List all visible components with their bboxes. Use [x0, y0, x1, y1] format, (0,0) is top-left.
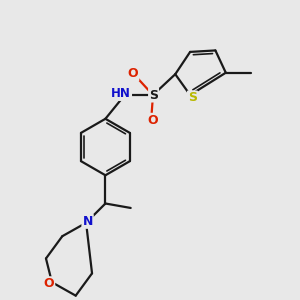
Text: N: N	[82, 215, 93, 228]
Text: O: O	[44, 277, 54, 290]
Text: O: O	[148, 114, 158, 127]
Text: S: S	[188, 92, 197, 104]
Text: O: O	[128, 67, 138, 80]
Text: S: S	[149, 88, 158, 101]
Text: HN: HN	[111, 87, 131, 100]
